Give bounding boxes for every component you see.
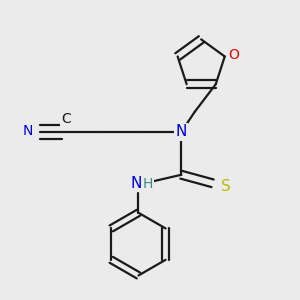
Text: H: H	[142, 177, 153, 191]
Text: S: S	[221, 179, 230, 194]
Text: N: N	[176, 124, 187, 139]
Text: C: C	[61, 112, 71, 126]
Text: O: O	[229, 48, 239, 62]
Text: N: N	[130, 176, 142, 191]
Text: N: N	[22, 124, 33, 138]
